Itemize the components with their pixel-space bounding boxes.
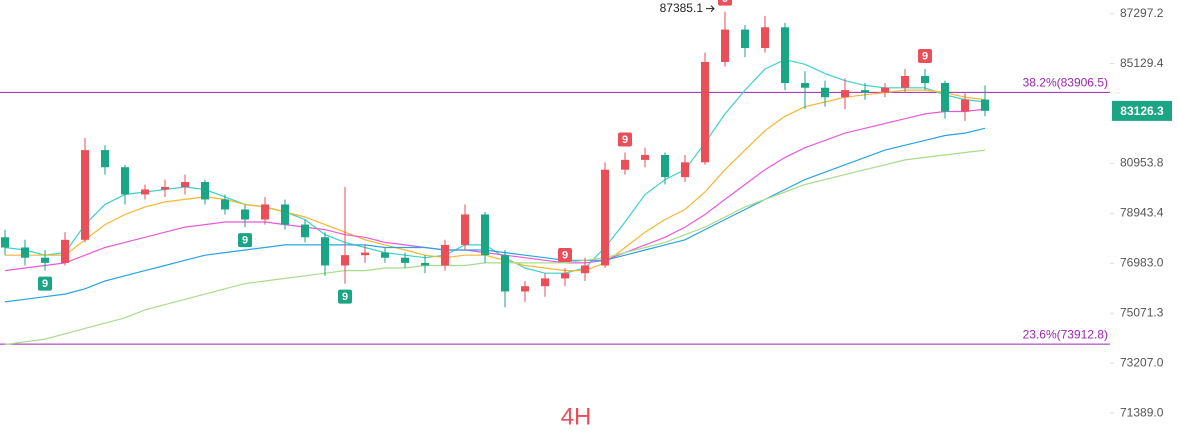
candle-body — [21, 247, 29, 258]
watermark: 4H — [561, 403, 592, 430]
candle-body — [981, 99, 989, 111]
candle-body — [421, 262, 429, 266]
fib-label: 38.2%(83906.5) — [1023, 75, 1108, 89]
td-badge — [238, 233, 252, 248]
ma-line — [4, 127, 986, 303]
ma-line — [4, 149, 986, 346]
candle-body — [521, 286, 529, 292]
candle-body — [681, 162, 689, 178]
candle-body — [501, 255, 509, 292]
y-tick-label: 87297.2 — [1120, 6, 1164, 20]
td-marker: 9 — [558, 248, 572, 263]
ma-line — [4, 108, 986, 272]
candle-body — [881, 87, 889, 93]
candle-body — [701, 61, 709, 163]
candle-body — [821, 87, 829, 98]
candle-body — [281, 204, 289, 225]
y-tick-label: 75071.3 — [1120, 305, 1164, 319]
candle-body — [1, 237, 9, 248]
last-price-badge — [1112, 100, 1172, 121]
candle-body — [721, 29, 729, 62]
candle-body — [141, 189, 149, 195]
candle-body — [221, 199, 229, 210]
candle-body — [841, 90, 849, 98]
td-badge — [558, 248, 572, 263]
candle-body — [261, 204, 269, 220]
candle-body — [121, 167, 129, 195]
candle-body — [361, 252, 369, 256]
y-tick-label: 73207.0 — [1120, 355, 1164, 369]
candle-body — [861, 90, 869, 93]
candle-body — [41, 257, 49, 263]
fib-label: 23.6%(73912.8) — [1023, 327, 1108, 341]
candle-body — [641, 154, 649, 160]
candle-body — [241, 209, 249, 220]
candle-body — [961, 99, 969, 112]
candle-body — [181, 182, 189, 187]
td-marker: 9 — [718, 0, 732, 6]
candle-body — [661, 154, 669, 178]
y-tick-label: 78943.4 — [1120, 206, 1164, 220]
td-badge — [338, 289, 352, 304]
y-tick-label: 76983.0 — [1120, 255, 1164, 269]
td-marker: 9 — [918, 48, 932, 63]
candle-body — [741, 29, 749, 49]
candle-body — [61, 239, 69, 263]
candle-body — [321, 237, 329, 266]
candle-body — [301, 224, 309, 238]
high-arrow — [706, 5, 715, 13]
candle-body — [401, 257, 409, 263]
td-badge — [918, 48, 932, 63]
candle-body — [541, 278, 549, 287]
td-badge — [618, 132, 632, 147]
candle-body — [901, 75, 909, 88]
td-label: 9 — [42, 278, 48, 290]
td-marker: 9 — [618, 132, 632, 147]
td-badge — [38, 276, 52, 291]
td-label: 9 — [722, 0, 728, 5]
y-tick-label: 80953.8 — [1120, 156, 1164, 170]
candle-body — [561, 273, 569, 279]
y-tick-label: 85129.4 — [1120, 56, 1164, 70]
td-label: 9 — [622, 134, 628, 146]
ma-line — [4, 58, 986, 274]
td-label: 9 — [562, 249, 568, 261]
candle-body — [101, 150, 109, 168]
td-marker: 9 — [38, 276, 52, 291]
ma-line — [5, 89, 986, 272]
td-label: 9 — [922, 50, 928, 62]
candle-body — [161, 186, 169, 190]
candle-body — [381, 252, 389, 258]
y-tick-label: 71389.0 — [1120, 405, 1164, 419]
candle-body — [781, 27, 789, 84]
candle-body — [601, 169, 609, 266]
td-badge — [718, 0, 732, 6]
candle-body — [621, 159, 629, 170]
candle-body — [481, 214, 489, 256]
candle-body — [801, 83, 809, 88]
high-label: 87385.1 — [660, 1, 704, 15]
td-marker: 9 — [238, 233, 252, 248]
last-price-label: 83126.3 — [1120, 104, 1164, 118]
candle-body — [81, 150, 89, 240]
candle-body — [761, 27, 769, 49]
candle-body — [461, 214, 469, 245]
candle-body — [201, 182, 209, 200]
candle-body — [581, 265, 589, 274]
candle-body — [441, 244, 449, 266]
td-label: 9 — [342, 291, 348, 303]
candle-body — [921, 75, 929, 84]
candle-body — [341, 255, 349, 266]
candle-body — [941, 83, 949, 112]
td-marker: 9 — [338, 289, 352, 304]
td-label: 9 — [242, 235, 248, 247]
